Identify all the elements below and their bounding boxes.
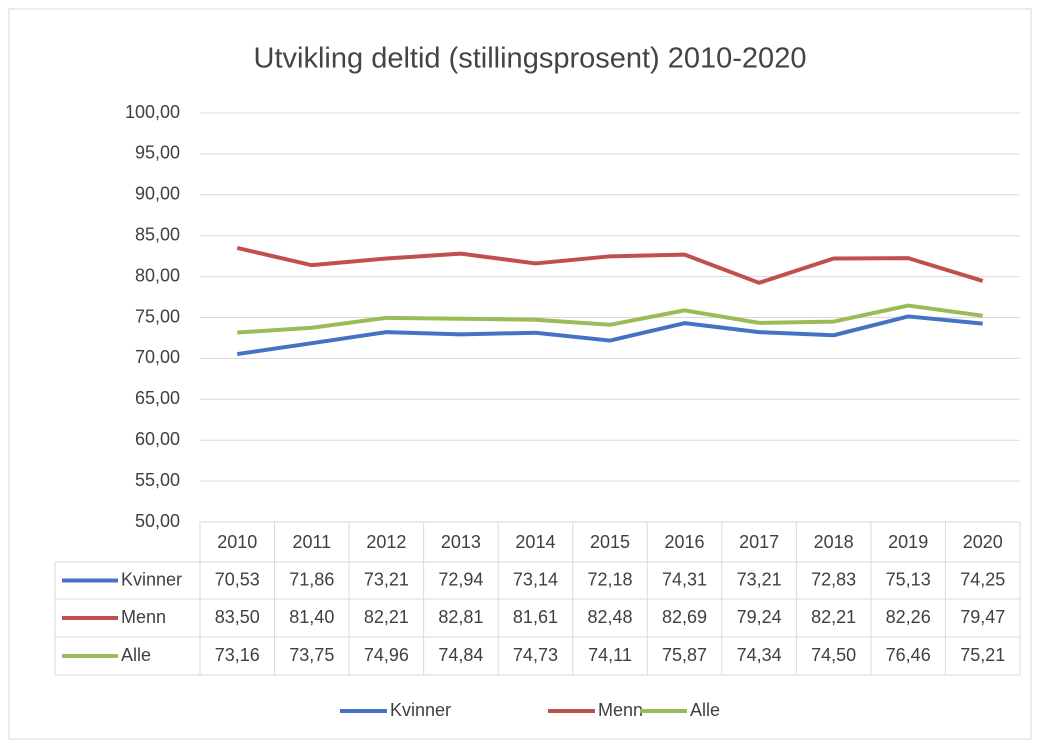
table-cell: 72,83 xyxy=(811,569,856,589)
table-row-label: Kvinner xyxy=(121,569,182,589)
y-tick-label: 95,00 xyxy=(135,143,180,163)
y-tick-label: 80,00 xyxy=(135,265,180,285)
legend-label: Alle xyxy=(690,700,720,720)
x-tick-label: 2019 xyxy=(888,532,928,552)
table-cell: 82,26 xyxy=(886,607,931,627)
table-cell: 79,47 xyxy=(960,607,1005,627)
legend-label: Kvinner xyxy=(390,700,451,720)
table-cell: 81,61 xyxy=(513,607,558,627)
table-cell: 73,21 xyxy=(364,569,409,589)
chart-border xyxy=(8,8,1032,740)
y-tick-label: 60,00 xyxy=(135,429,180,449)
series-line xyxy=(236,246,984,285)
y-tick-label: 55,00 xyxy=(135,470,180,490)
table-cell: 72,18 xyxy=(587,569,632,589)
table-cell: 74,50 xyxy=(811,645,856,665)
x-tick-label: 2013 xyxy=(441,532,481,552)
table-cell: 74,73 xyxy=(513,645,558,665)
legend-label: Menn xyxy=(598,700,643,720)
x-tick-label: 2014 xyxy=(515,532,555,552)
table-cell: 82,48 xyxy=(587,607,632,627)
table-row-label: Alle xyxy=(121,645,151,665)
x-tick-label: 2020 xyxy=(963,532,1003,552)
table-cell: 75,21 xyxy=(960,645,1005,665)
table-cell: 75,13 xyxy=(886,569,931,589)
series-line xyxy=(237,303,983,335)
table-cell: 74,34 xyxy=(737,645,782,665)
y-tick-label: 85,00 xyxy=(135,224,180,244)
y-tick-label: 50,00 xyxy=(135,511,180,531)
table-row-label: Menn xyxy=(121,607,166,627)
table-cell: 71,86 xyxy=(289,569,334,589)
table-cell: 73,75 xyxy=(289,645,334,665)
table-cell: 82,81 xyxy=(438,607,483,627)
table-cell: 82,21 xyxy=(811,607,856,627)
x-tick-label: 2016 xyxy=(665,532,705,552)
table-cell: 74,96 xyxy=(364,645,409,665)
series-line xyxy=(236,314,983,357)
table-cell: 76,46 xyxy=(886,645,931,665)
table-cell: 73,16 xyxy=(215,645,260,665)
x-tick-label: 2012 xyxy=(366,532,406,552)
y-tick-label: 100,00 xyxy=(125,102,180,122)
table-cell: 75,87 xyxy=(662,645,707,665)
y-tick-label: 90,00 xyxy=(135,184,180,204)
table-cell: 82,21 xyxy=(364,607,409,627)
table-cell: 74,25 xyxy=(960,569,1005,589)
x-tick-label: 2011 xyxy=(292,532,331,552)
x-tick-label: 2015 xyxy=(590,532,630,552)
chart-title: Utvikling deltid (stillingsprosent) 2010… xyxy=(254,43,807,75)
table-cell: 73,14 xyxy=(513,569,558,589)
x-tick-label: 2017 xyxy=(739,532,779,552)
y-tick-label: 70,00 xyxy=(135,347,180,367)
y-tick-label: 65,00 xyxy=(135,388,180,408)
x-tick-label: 2010 xyxy=(217,532,257,552)
table-cell: 73,21 xyxy=(737,569,782,589)
table-cell: 79,24 xyxy=(737,607,782,627)
table-cell: 82,69 xyxy=(662,607,707,627)
y-tick-label: 75,00 xyxy=(135,306,180,326)
table-cell: 83,50 xyxy=(215,607,260,627)
table-cell: 74,11 xyxy=(588,645,632,665)
table-cell: 74,31 xyxy=(662,569,707,589)
table-cell: 74,84 xyxy=(438,645,483,665)
table-cell: 72,94 xyxy=(438,569,483,589)
table-cell: 81,40 xyxy=(289,607,334,627)
x-tick-label: 2018 xyxy=(814,532,854,552)
table-cell: 70,53 xyxy=(215,569,260,589)
